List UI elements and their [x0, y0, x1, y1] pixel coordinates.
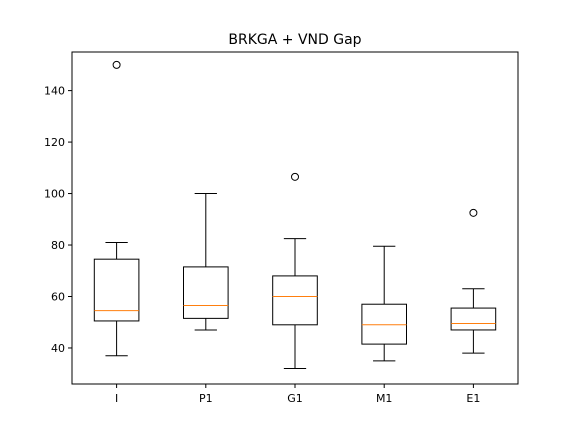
y-tick-label: 60	[51, 290, 65, 303]
box-iqr	[93, 258, 140, 322]
box-iqr	[450, 307, 497, 331]
y-tick-label: 140	[44, 85, 65, 98]
y-tick-label: 120	[44, 136, 65, 149]
y-tick-label: 80	[51, 239, 65, 252]
y-tick-label: 40	[51, 342, 65, 355]
box-iqr	[361, 303, 407, 345]
box-iqr	[272, 275, 318, 326]
box-iqr	[183, 266, 229, 319]
x-tick-label: M1	[376, 392, 393, 405]
chart-title: BRKGA + VND Gap	[228, 32, 361, 48]
x-tick-label: G1	[287, 392, 303, 405]
x-tick-label: I	[115, 392, 118, 405]
x-tick-label: P1	[199, 392, 213, 405]
outlier-point	[112, 60, 121, 69]
plot-area: 40 60 80 100 120 140 I P1 G1 M1 E1	[44, 51, 519, 405]
y-tick-label: 100	[44, 188, 65, 201]
x-tick-label: E1	[466, 392, 480, 405]
outlier-point	[291, 172, 299, 181]
outlier-point	[469, 208, 478, 217]
